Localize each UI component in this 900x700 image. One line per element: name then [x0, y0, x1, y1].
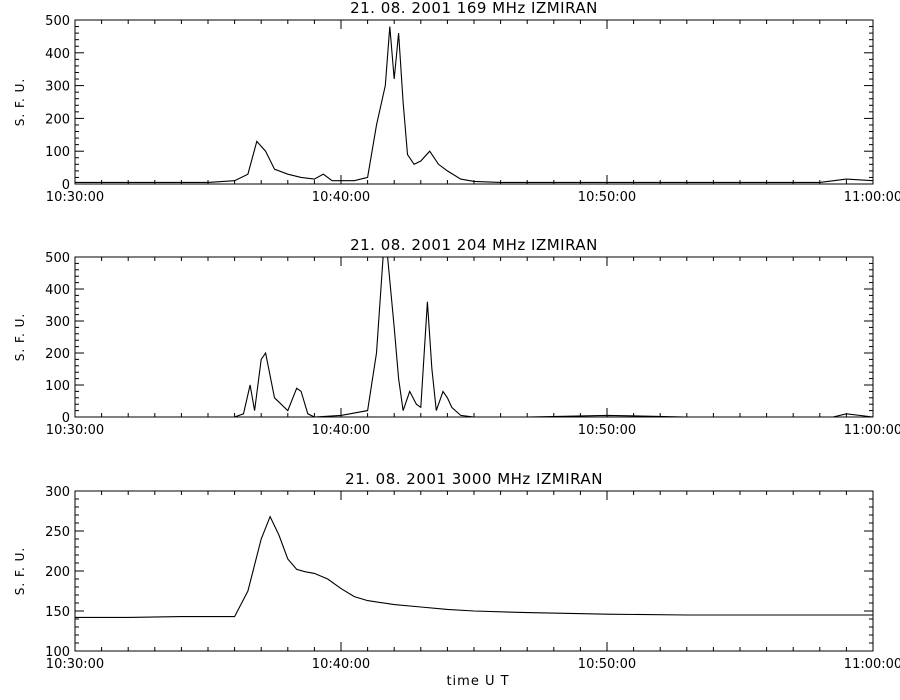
axis-ticks: 0 100 200 300 400 500 10:30:00 10:40:00 10:50:00… — [45, 251, 900, 438]
y-tick-label: 400 — [45, 283, 70, 298]
y-tick-label: 500 — [45, 14, 70, 29]
plot-frame — [74, 19, 874, 185]
series-line — [75, 515, 873, 618]
chart-panel-204mhz: 21. 08. 2001 204 MHz IZMIRAN S. F. U. 01… — [13, 236, 900, 438]
chart-title: 21. 08. 2001 169 MHz IZMIRAN — [350, 0, 598, 17]
y-tick-label: 200 — [45, 347, 70, 362]
x-tick-label: 11:00:00 — [844, 657, 900, 672]
series-line — [75, 256, 874, 418]
chart-panel-3000mhz: 21. 08. 2001 3000 MHz IZMIRAN S. F. U. t… — [13, 470, 900, 689]
y-axis-label: S. F. U. — [13, 78, 27, 126]
y-tick-label: 100 — [45, 145, 70, 160]
y-tick-label: 200 — [45, 565, 70, 580]
x-tick-label: 10:30:00 — [46, 423, 104, 438]
x-tick-label: 10:50:00 — [578, 190, 636, 205]
axis-ticks: 100 150 200 250 300 10:30:00 10:40:00 10:50:00 1… — [45, 485, 900, 672]
x-tick-label: 11:00:00 — [844, 423, 900, 438]
y-tick-label: 0 — [62, 178, 70, 193]
chart-title: 21. 08. 2001 3000 MHz IZMIRAN — [345, 470, 603, 488]
y-tick-label: 400 — [45, 47, 70, 62]
x-tick-label: 11:00:00 — [844, 190, 900, 205]
chart-title: 21. 08. 2001 204 MHz IZMIRAN — [350, 236, 598, 254]
y-tick-label: 150 — [45, 605, 70, 620]
axis-ticks: 0 100 200 300 400 500 10:30:00 10:40:00 10:50:00… — [45, 14, 900, 205]
y-tick-label: 0 — [62, 411, 70, 426]
series-line — [75, 26, 874, 183]
x-axis-label: time U T — [446, 674, 509, 689]
y-tick-label: 300 — [45, 315, 70, 330]
x-tick-label: 10:40:00 — [312, 657, 370, 672]
y-tick-label: 300 — [45, 485, 70, 500]
y-tick-label: 250 — [45, 525, 70, 540]
y-tick-label: 100 — [45, 645, 70, 660]
y-tick-label: 200 — [45, 112, 70, 127]
x-tick-label: 10:50:00 — [578, 423, 636, 438]
y-tick-label: 300 — [45, 80, 70, 95]
x-tick-label: 10:30:00 — [46, 657, 104, 672]
x-tick-label: 10:40:00 — [312, 190, 370, 205]
x-tick-label: 10:30:00 — [46, 190, 104, 205]
chart-panel-169mhz: 21. 08. 2001 169 MHz IZMIRAN S. F. U. 01… — [13, 0, 900, 205]
y-axis-label: S. F. U. — [13, 547, 27, 595]
y-tick-label: 500 — [45, 251, 70, 266]
x-tick-label: 10:50:00 — [578, 657, 636, 672]
x-tick-label: 10:40:00 — [312, 423, 370, 438]
y-axis-label: S. F. U. — [13, 313, 27, 361]
y-tick-label: 100 — [45, 379, 70, 394]
plot-frame — [74, 490, 874, 652]
plot-frame — [74, 256, 874, 418]
